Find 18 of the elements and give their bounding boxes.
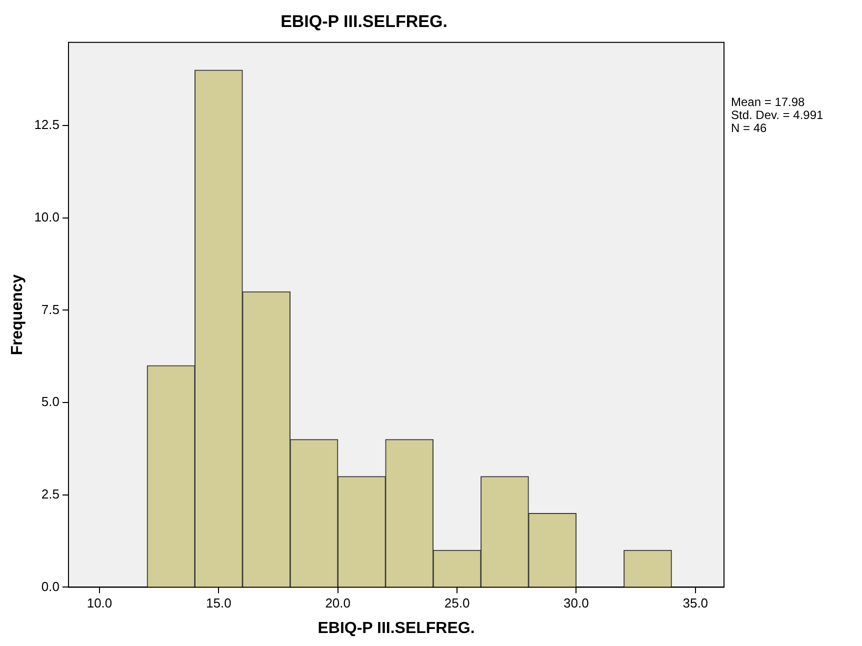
x-tick-label: 35.0 — [682, 596, 708, 611]
text: N = 46 — [731, 121, 768, 135]
y-tick-label: 12.5 — [34, 117, 60, 132]
text: Std. Dev. = 4.991 — [731, 108, 824, 122]
y-tick-label: 7.5 — [41, 302, 60, 317]
y-tick-label: 0.0 — [41, 578, 60, 594]
x-axis-title: EBIQ-P III.SELFREG. — [318, 620, 475, 637]
y-tick-label: 10.0 — [34, 209, 60, 224]
chart-title: EBIQ-P III.SELFREG. — [280, 12, 448, 31]
y-tick-label: 2.5 — [41, 486, 60, 502]
y-axis-title: Frequency — [9, 274, 26, 356]
x-tick-label: 15.0 — [206, 596, 232, 611]
x-tick-label: 25.0 — [444, 596, 470, 611]
x-tick-label: 30.0 — [564, 596, 589, 611]
x-tick-label: 20.0 — [325, 596, 351, 611]
x-tick-label: 10.0 — [86, 596, 112, 611]
y-tick-label: 5.0 — [41, 394, 60, 410]
text: Mean = 17.98 — [731, 95, 806, 109]
